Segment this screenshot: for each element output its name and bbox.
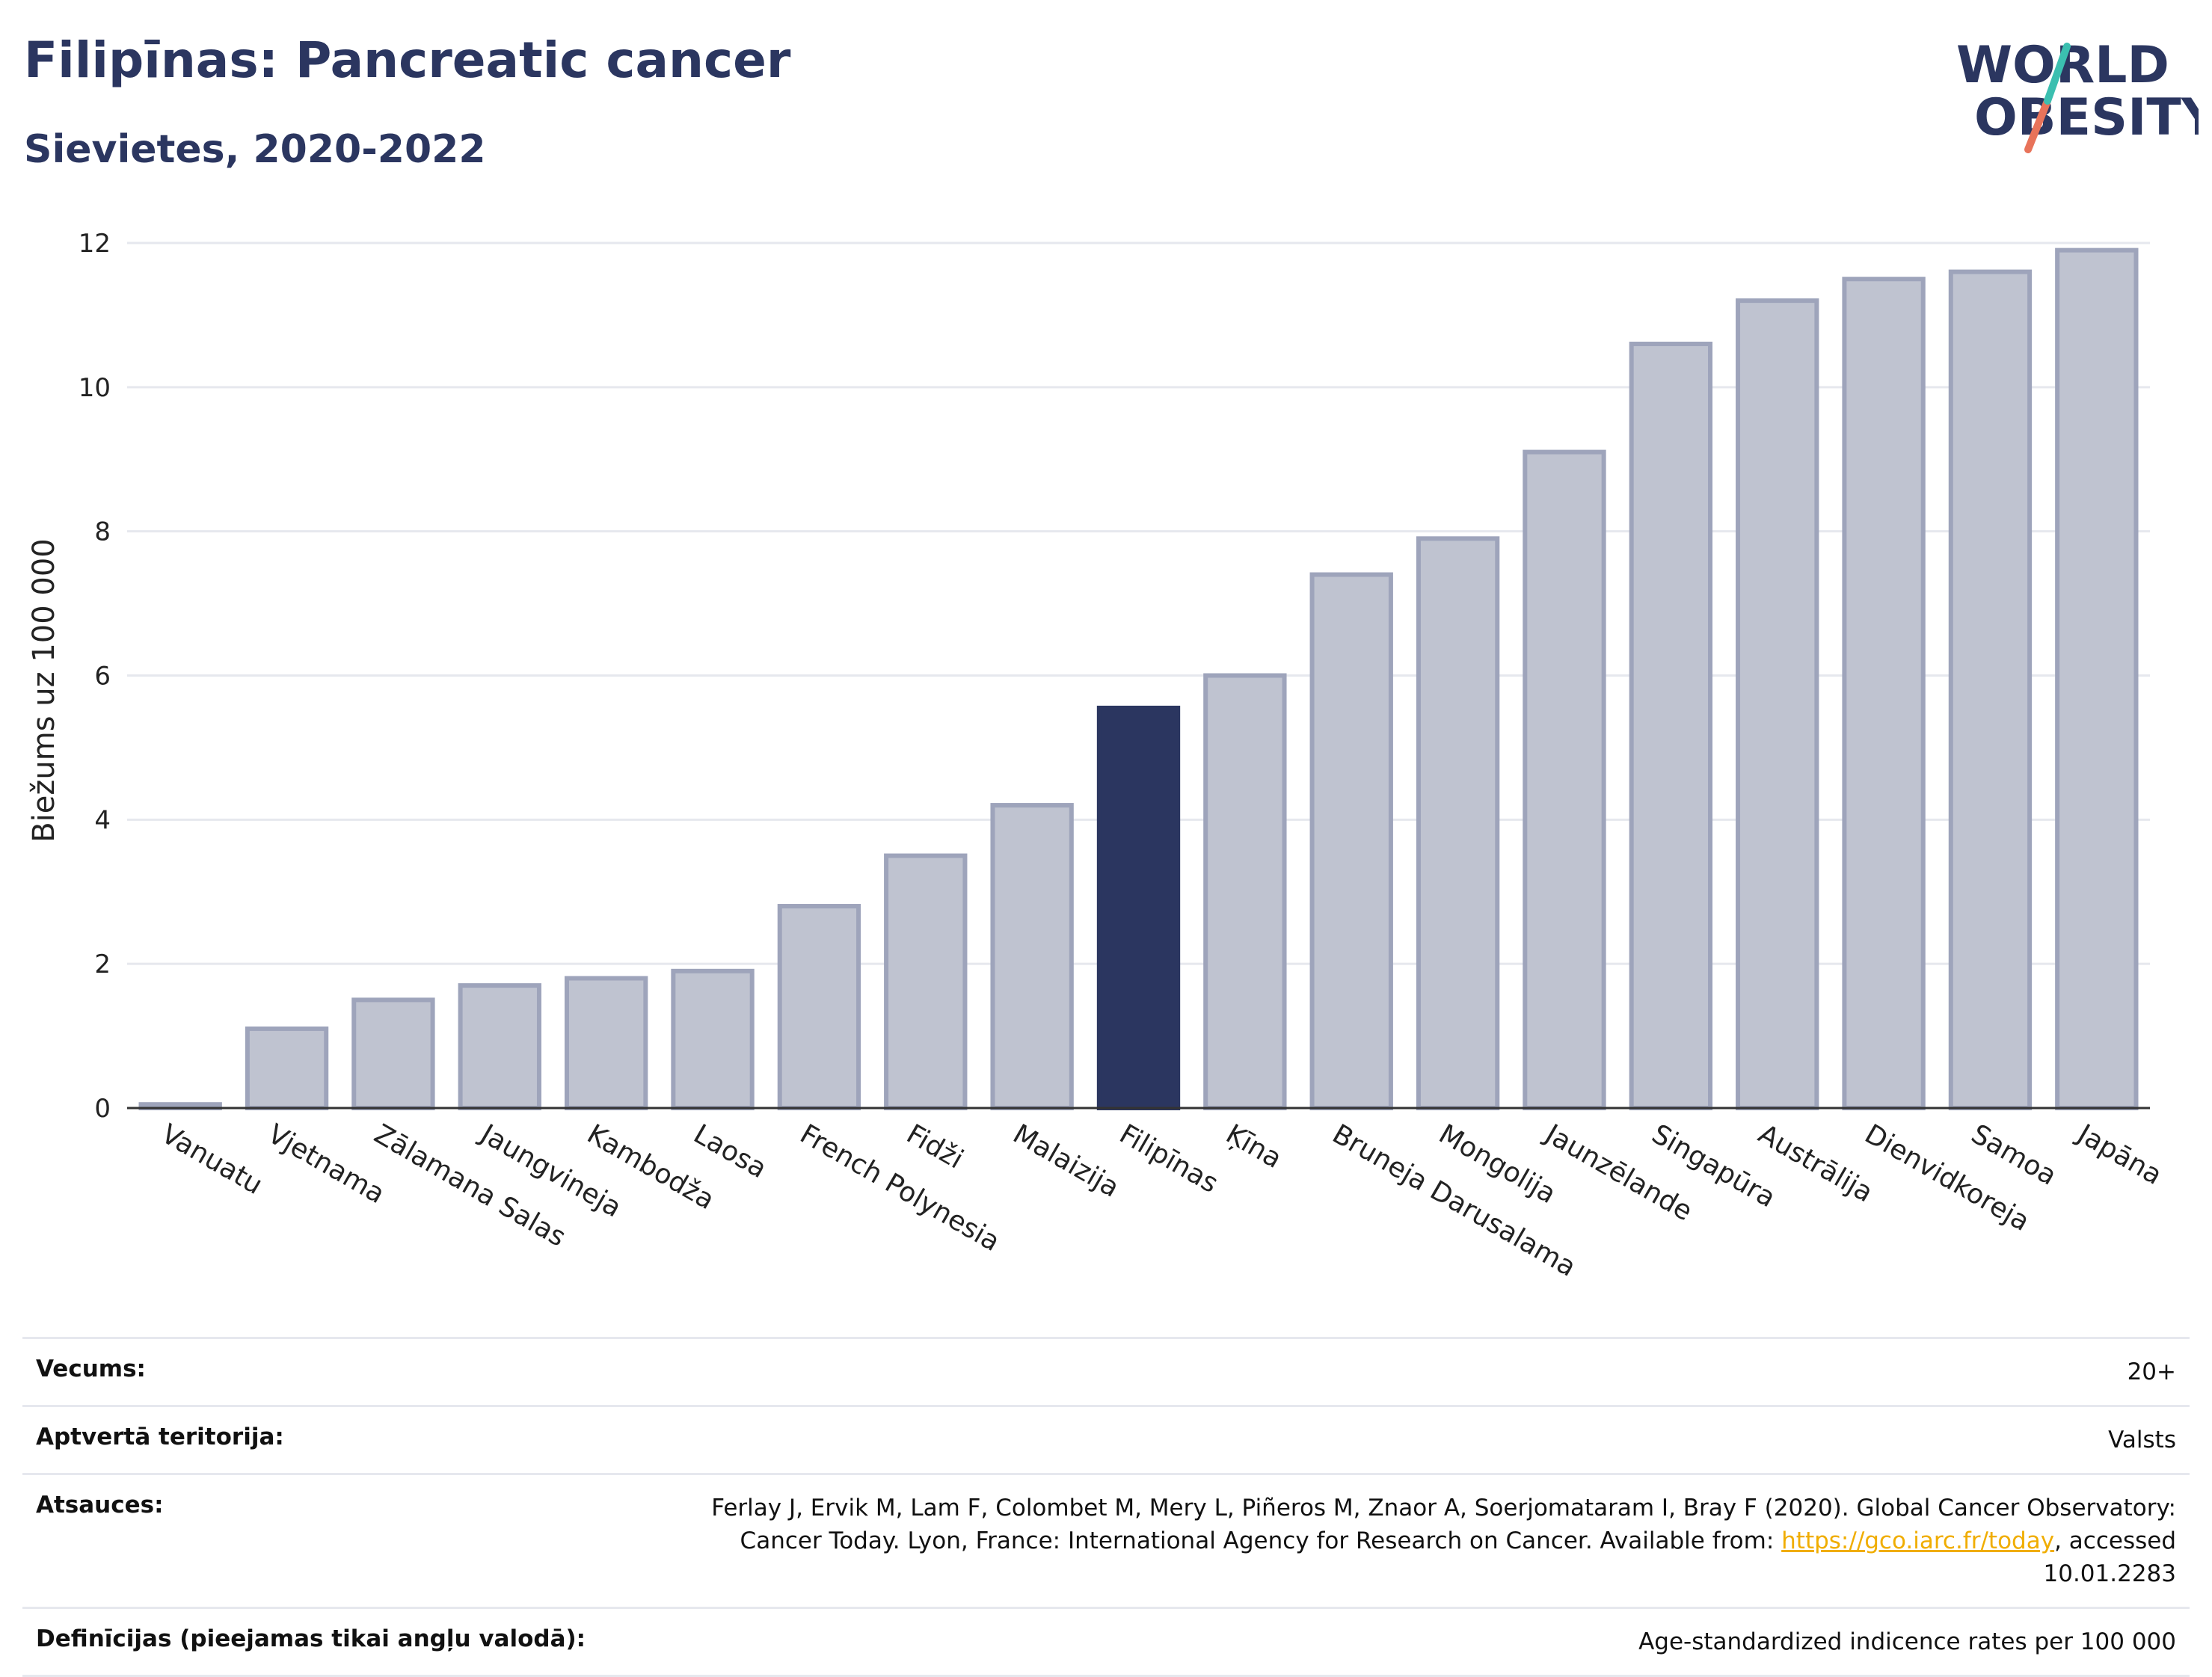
x-tick-label: Zālamana Salas [369,1118,571,1252]
x-tick-label: Laosa [689,1118,772,1184]
x-tick-label: Malaizija [1008,1118,1125,1204]
y-axis-label: Biežums uz 100 000 [27,538,61,843]
bar-mongolija [1416,536,1500,1110]
bar-zālamana-salas [351,997,435,1110]
references-link[interactable]: https://gco.iarc.fr/today [1781,1527,2055,1554]
bar-japāna [2055,247,2139,1110]
svg-text:OBESITY: OBESITY [1974,88,2199,147]
age-label: Vecums: [22,1337,618,1407]
info-row-definitions: Definīcijas (pieejamas tikai angļu valod… [22,1607,2190,1677]
x-tick-label: Filipīnas [1114,1118,1223,1199]
y-tick-label: 2 [94,950,111,979]
bar-bruneja-darusalama [1309,572,1393,1110]
bar-french-polynesia [777,904,861,1110]
y-tick-label: 12 [79,229,111,259]
bar-kambodža [564,976,648,1110]
info-table: Vecums: 20+ Aptvertā teritorija: Valsts … [22,1337,2190,1677]
coverage-value: Valsts [618,1405,2190,1475]
page-title: Filipīnas: Pancreatic cancer [24,31,791,89]
bar-vjetnama [245,1026,329,1110]
bars [138,247,2139,1111]
references-value: Ferlay J, Ervik M, Lam F, Colombet M, Me… [618,1473,2190,1609]
page-subtitle: Sievietes, 2020-2022 [24,127,486,172]
bar-jaunzēlande [1523,449,1606,1110]
bar-jaungvineja [458,983,541,1111]
info-row-references: Atsauces: Ferlay J, Ervik M, Lam F, Colo… [22,1473,2190,1609]
x-tick-label: Vanuatu [156,1118,268,1201]
bar-laosa [671,968,755,1111]
bar-dienvidkoreja [1842,277,1926,1110]
x-tick-label: Ķīna [1220,1118,1286,1175]
references-label: Atsauces: [22,1473,618,1609]
x-tick-label: Fidži [901,1118,968,1175]
y-tick-label: 8 [94,517,111,547]
bar-fidži [884,853,968,1110]
x-tick-label: Japāna [2071,1118,2167,1191]
definitions-value: Age-standardized indicence rates per 100… [618,1607,2190,1677]
info-row-coverage: Aptvertā teritorija: Valsts [22,1405,2190,1475]
info-row-age: Vecums: 20+ [22,1337,2190,1407]
references-text: Ferlay J, Ervik M, Lam F, Colombet M, Me… [711,1495,2176,1554]
bar-samoa [1948,269,2033,1111]
y-tick-labels: 0 2 4 6 8 10 12 [79,229,111,1124]
bar-filipīnas [1096,705,1181,1110]
coverage-label: Aptvertā teritorija: [22,1405,618,1475]
bar-singapūra [1629,341,1713,1110]
definitions-label: Definīcijas (pieejamas tikai angļu valod… [22,1607,618,1677]
y-tick-label: 4 [94,805,111,835]
age-value: 20+ [618,1337,2190,1407]
world-obesity-logo: WORLD OBESITY [1956,36,2199,153]
y-tick-label: 6 [94,662,111,692]
x-tick-label: French Polynesia [795,1118,1005,1258]
y-tick-label: 10 [79,373,111,403]
bar-austrālija [1736,298,1819,1111]
x-tick-label: Vjetnama [262,1118,390,1210]
y-tick-label: 0 [94,1094,111,1124]
bar-malaizija [990,803,1074,1111]
bar-ķīna [1203,673,1287,1110]
references-accessed: , accessed 10.01.2283 [2043,1527,2177,1587]
